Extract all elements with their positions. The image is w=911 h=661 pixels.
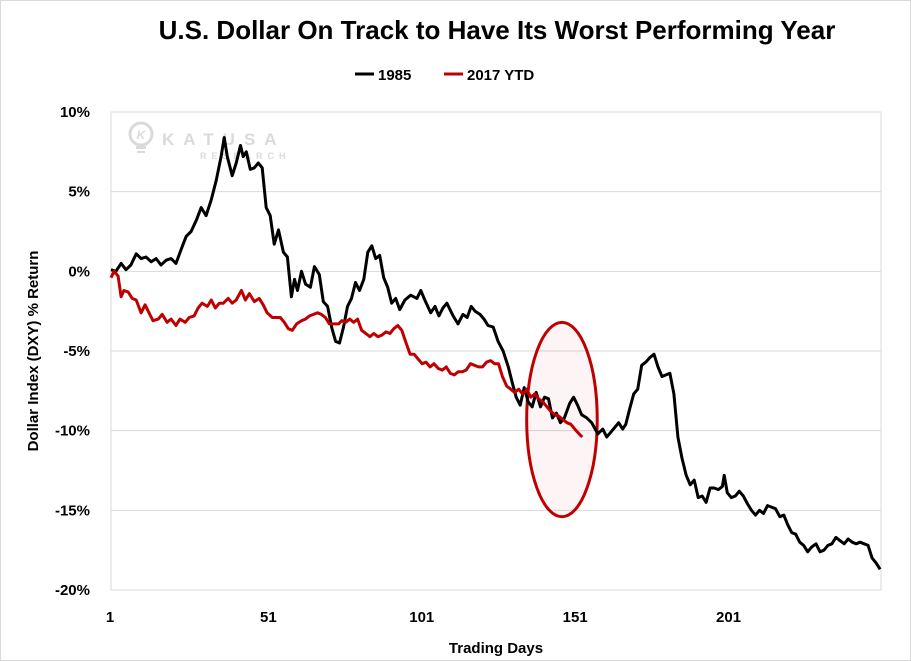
y-tick-label: -5% <box>63 343 90 360</box>
gridlines <box>111 111 881 591</box>
legend-label-1985: 1985 <box>378 67 411 84</box>
x-tick-label: 201 <box>716 609 741 626</box>
x-tick-label: 1 <box>106 609 114 626</box>
x-tick-label: 51 <box>260 609 277 626</box>
y-axis-ticks: 10% 5% 0% -5% -10% -15% -20% <box>55 104 90 599</box>
x-axis-ticks: 1 51 101 151 201 <box>106 609 741 626</box>
y-tick-label: 10% <box>60 104 90 121</box>
y-tick-label: -20% <box>55 582 90 599</box>
series-line-1985 <box>110 136 882 571</box>
chart-title: U.S. Dollar On Track to Have Its Worst P… <box>159 15 836 45</box>
watermark-main-text: KATUSA <box>162 130 286 149</box>
x-tick-label: 151 <box>563 609 588 626</box>
y-tick-label: -10% <box>55 423 90 440</box>
x-tick-label: 101 <box>409 609 434 626</box>
lightbulb-icon: K <box>128 121 154 153</box>
watermark: K KATUSA RESEARCH <box>128 121 286 161</box>
svg-text:K: K <box>137 128 147 142</box>
y-tick-label: 5% <box>68 184 90 201</box>
series-line-2017-ytd <box>109 269 584 439</box>
y-tick-label: 0% <box>68 263 90 280</box>
legend: 1985 2017 YTD <box>355 67 534 84</box>
series-layer <box>109 136 882 571</box>
legend-label-2017-ytd: 2017 YTD <box>467 67 534 84</box>
y-axis-title: Dollar Index (DXY) % Return <box>25 251 42 452</box>
x-axis-title: Trading Days <box>449 640 543 657</box>
plot-area <box>110 111 882 591</box>
y-tick-label: -15% <box>55 502 90 519</box>
